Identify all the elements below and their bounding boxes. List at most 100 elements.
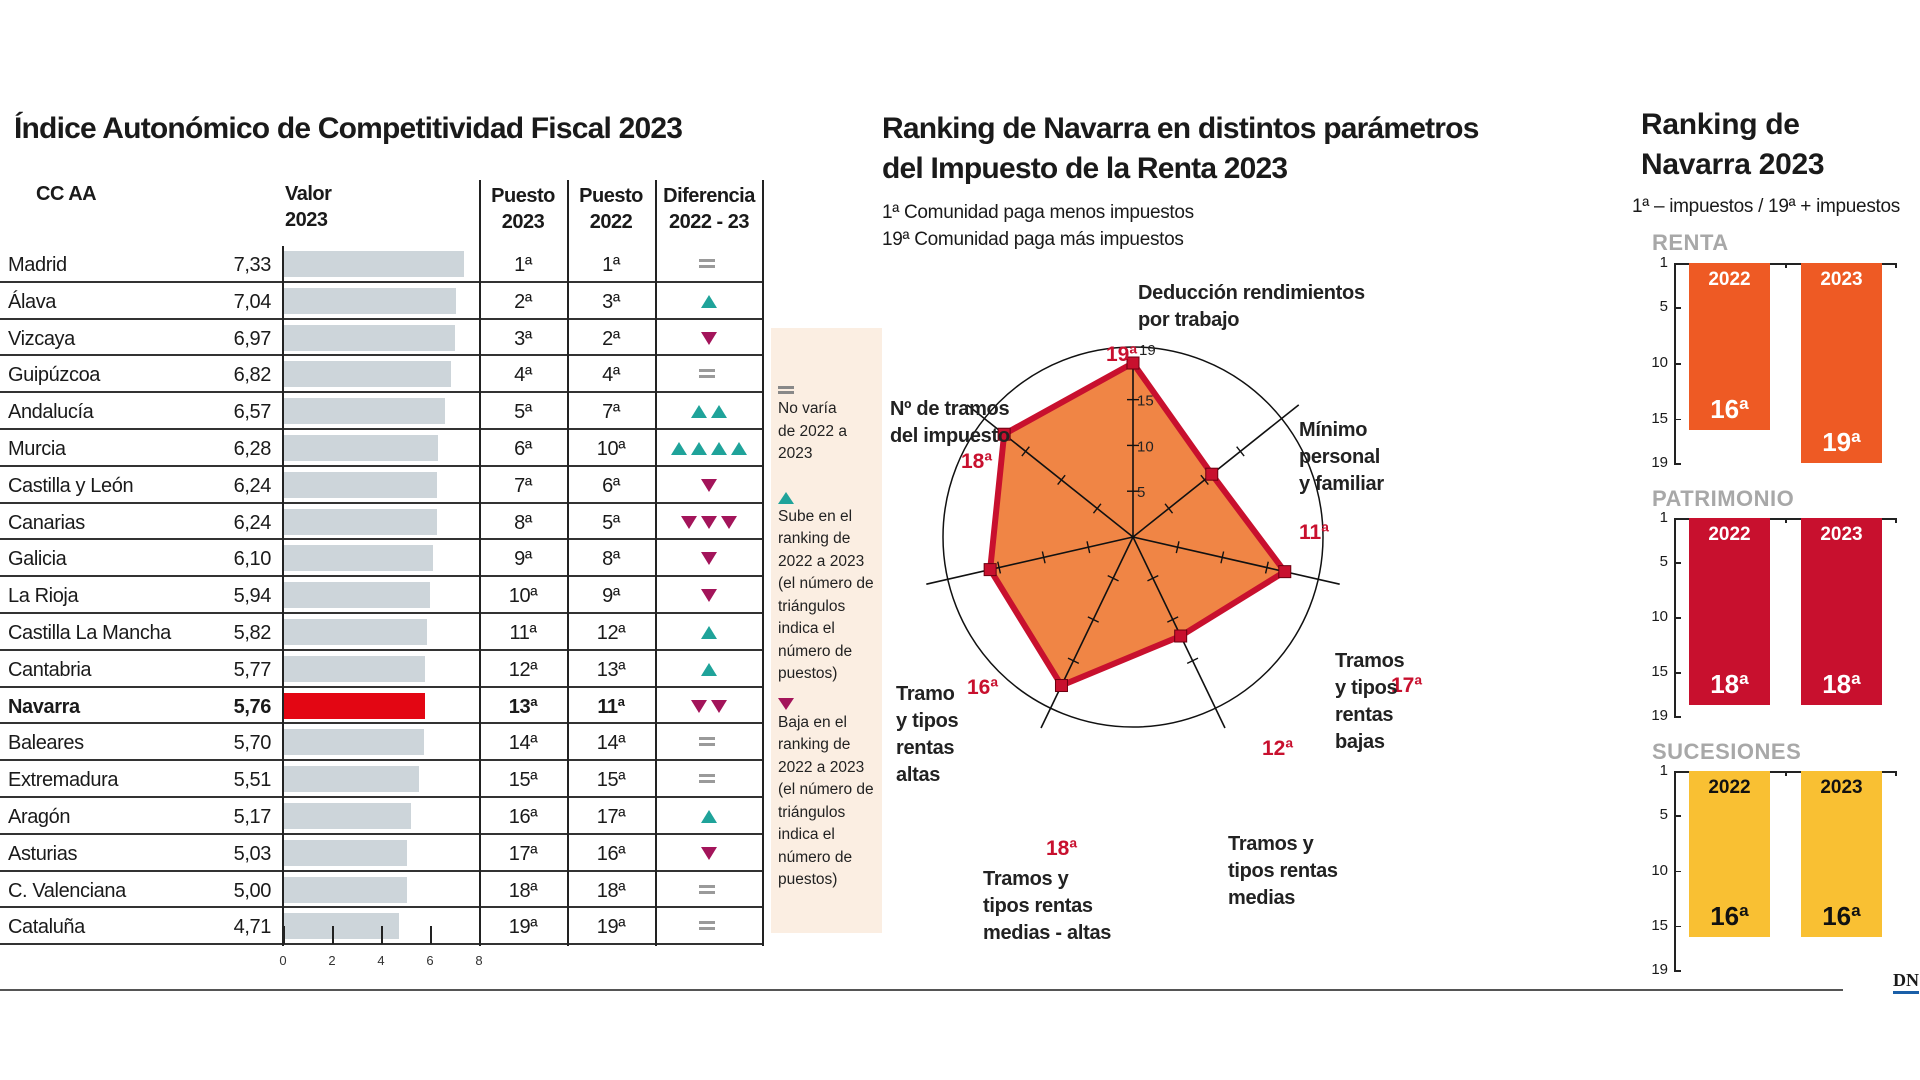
radar-axis-label: Mínimo (1299, 419, 1367, 441)
radar-tick (1186, 657, 1199, 664)
radar-value-label: 11ª (1299, 521, 1329, 544)
radar-axis-label: Tramos y (983, 868, 1070, 890)
radar-axis-label: medias - altas (983, 922, 1111, 944)
header-valor: Valor 2023 (285, 181, 332, 233)
bar-year-label: 2023 (1820, 269, 1863, 290)
triangle-up-icon (701, 626, 717, 639)
triangle-down-icon (691, 699, 707, 713)
rank-bar (1689, 771, 1770, 937)
divider (655, 180, 657, 946)
puesto-2022: 11ª (597, 695, 625, 718)
puesto-2023: 5ª (514, 401, 532, 424)
radar-note-2: 19ª Comunidad paga más impuestos (882, 229, 1184, 250)
radar-axis-label: personal (1299, 446, 1380, 468)
puesto-2023: 11ª (509, 622, 537, 644)
triangle-up-icon (778, 491, 794, 504)
footer-rule (0, 989, 1843, 991)
x-tick (430, 926, 432, 944)
bar-value-label: 16ª (1710, 900, 1749, 931)
y-tick (1674, 363, 1681, 365)
triangle-up-icon (691, 405, 707, 419)
divider (479, 180, 481, 946)
y-tick-label: 1 (1659, 509, 1668, 526)
triangle-down-icon (701, 515, 717, 529)
right-subtitle: 1ª – impuestos / 19ª + impuestos (1632, 196, 1900, 217)
radar-point (1205, 467, 1219, 481)
radar-axis-label: y tipos (1335, 677, 1398, 699)
radar-axis (1132, 536, 1340, 585)
x-tick (283, 926, 285, 944)
table-row: Canarias 6,24 8ª 5ª (0, 504, 763, 541)
radar-tick (1021, 446, 1030, 457)
rank-bar (1801, 771, 1882, 937)
value-bar (284, 287, 457, 314)
puesto-2023: 19ª (508, 916, 538, 939)
y-tick-label: 19 (1651, 707, 1668, 724)
triangle-up-icon (701, 662, 717, 676)
panel-title: RENTA (1652, 230, 1729, 255)
divider (567, 180, 569, 946)
header-valor-line2: 2023 (285, 209, 328, 231)
triangle-down-icon (701, 478, 717, 492)
value-bar (284, 692, 426, 719)
value-label: 6,10 (233, 548, 272, 571)
radar-tick (1147, 575, 1159, 582)
radar-axis-label: rentas (1335, 704, 1393, 726)
radar-value-label: 19ª (1106, 343, 1137, 366)
value-bar (284, 655, 426, 682)
top-tick (1785, 263, 1787, 268)
radar-axis-label: Tramos (1335, 650, 1405, 672)
region-name: Cataluña (8, 916, 85, 939)
region-name: Cantabria (8, 658, 92, 681)
right-title-line1: Ranking de (1641, 108, 1800, 141)
value-bar (284, 471, 437, 498)
triangle-down-icon (711, 699, 727, 713)
value-label: 6,24 (233, 474, 272, 497)
value-bar (284, 619, 427, 645)
region-name: Murcia (8, 438, 66, 460)
table-row: Cantabria 5,77 12ª 13ª (0, 651, 763, 688)
radar-axis (926, 536, 1134, 585)
table-row: Galicia 6,10 9ª 8ª (0, 540, 763, 578)
panel-title: PATRIMONIO (1652, 486, 1795, 511)
radar-tick (997, 561, 1002, 574)
radar-scale-label: 10 (1137, 438, 1154, 455)
puesto-2023: 3ª (514, 327, 532, 350)
region-name: Madrid (8, 254, 67, 276)
value-label: 5,03 (233, 842, 272, 865)
y-tick (1674, 418, 1681, 421)
puesto-2022: 5ª (602, 511, 620, 534)
radar-point (1278, 565, 1292, 579)
divider (762, 180, 764, 946)
radar-point (1174, 629, 1188, 643)
region-name: Andalucía (8, 401, 94, 424)
puesto-2022: 7ª (602, 401, 620, 424)
y-tick-label: 5 (1659, 806, 1668, 824)
right-title: Ranking de Navarra 2023 (1641, 105, 1825, 185)
triangle-up-icon (671, 442, 687, 455)
value-label: 6,97 (233, 327, 272, 350)
triangle-up-icon (711, 405, 727, 419)
y-tick (1674, 815, 1681, 817)
table-row: Madrid 7,33 1ª 1ª (0, 246, 763, 283)
table-row: C. Valenciana 5,00 18ª 18ª (0, 872, 763, 909)
region-name: Asturias (8, 842, 78, 865)
radar-point (1126, 356, 1140, 370)
region-name: Castilla La Mancha (8, 622, 171, 644)
rank-bar (1689, 263, 1770, 430)
triangle-down-icon (701, 589, 717, 603)
radar-tick (1041, 551, 1046, 564)
puesto-2023: 6ª (514, 438, 532, 460)
header-diferencia: Diferencia 2022 - 23 (655, 183, 763, 235)
puesto-2022: 14ª (596, 732, 626, 755)
y-tick (1674, 463, 1681, 465)
triangle-up-icon (701, 810, 717, 823)
puesto-2022: 4ª (602, 364, 620, 387)
puesto-2023: 17ª (508, 842, 538, 865)
table-row: Cataluña 4,71 19ª 19ª (0, 908, 763, 946)
value-bar (284, 251, 464, 277)
puesto-2022: 6ª (602, 474, 620, 497)
puesto-2023: 14ª (508, 732, 538, 755)
radar-tick (1236, 446, 1245, 457)
header-p2023-line1: Puesto (491, 185, 555, 207)
